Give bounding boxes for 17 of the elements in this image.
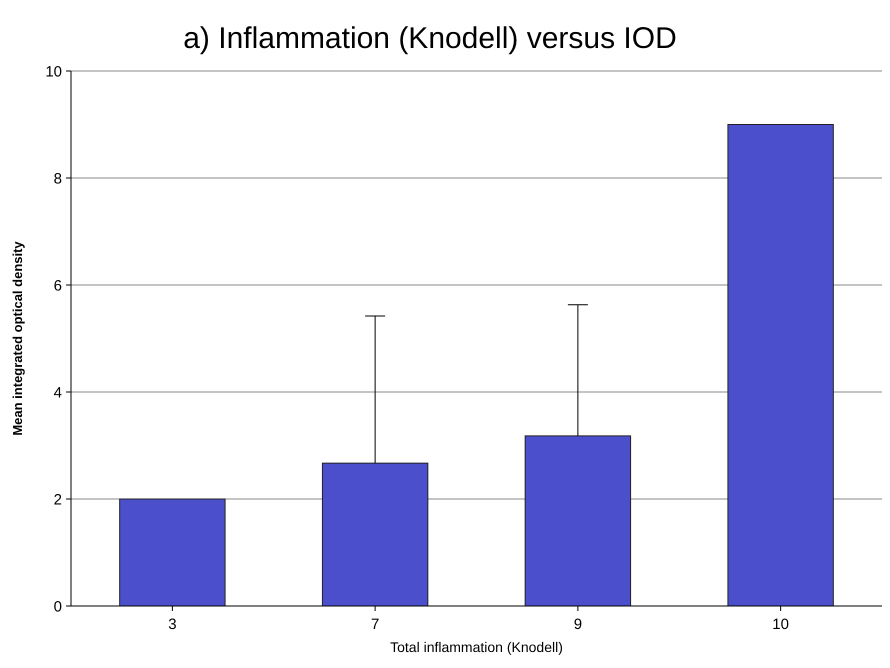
x-tick-label: 7 — [370, 616, 380, 633]
x-tick-label: 3 — [168, 616, 177, 633]
y-axis-title: Mean integrated optical density — [10, 240, 25, 436]
bar — [727, 124, 834, 606]
y-tick-label: 2 — [54, 491, 62, 508]
y-tick-label: 6 — [54, 277, 62, 294]
y-tick-label: 4 — [54, 384, 62, 402]
y-tick-label: 0 — [54, 598, 62, 616]
bar — [524, 435, 632, 606]
x-tick-label: 9 — [574, 616, 582, 633]
y-tick-label: 8 — [54, 170, 62, 188]
x-axis-title: Total inflammation (Knodell) — [390, 639, 563, 655]
bar — [322, 462, 428, 606]
bar — [119, 498, 226, 606]
y-tick-label: 10 — [45, 63, 62, 80]
chart-title: a) Inflammation (Knodell) versus IOD — [183, 22, 677, 55]
x-tick-label: 10 — [772, 616, 789, 633]
